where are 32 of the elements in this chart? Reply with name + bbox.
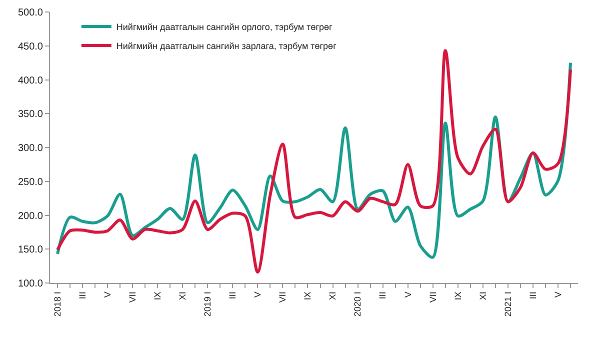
legend-label: Нийгмийн даатгалын сангийн зарлага, тэрбум төгрөг — [116, 41, 338, 52]
x-tick-label: 2019 I — [202, 292, 213, 317]
y-tick-label: 250.0 — [18, 176, 44, 188]
x-tick-label: V — [552, 292, 563, 298]
x-tick-label: III — [378, 292, 388, 300]
x-tick-label: V — [102, 292, 112, 298]
x-tick-label: 2020 I — [352, 292, 363, 317]
legend-label: Нийгмийн даатгалын сангийн орлого, тэрбум төгрөг — [116, 22, 334, 32]
y-tick-label: 350.0 — [18, 109, 44, 120]
x-tick-label: 2018 I — [52, 292, 62, 317]
x-tick-label: VII — [428, 292, 438, 303]
x-tick-label: IX — [452, 292, 463, 300]
x-tick-label: XI — [178, 292, 188, 300]
x-tick-label: XI — [328, 292, 338, 300]
x-tick-label: IX — [152, 292, 163, 300]
y-tick-label: 100.0 — [18, 278, 44, 290]
x-tick-label: III — [528, 292, 538, 300]
y-tick-label: 450.0 — [18, 41, 44, 52]
x-tick-label: V — [402, 292, 413, 298]
x-tick-label: 2021 I — [502, 292, 513, 317]
y-tick-label: 200.0 — [18, 210, 44, 222]
x-tick-label: VII — [278, 292, 288, 303]
y-tick-label: 300.0 — [18, 143, 44, 154]
x-tick-label: XI — [478, 292, 488, 300]
x-tick-label: III — [228, 292, 238, 300]
y-tick-label: 500.0 — [18, 8, 44, 18]
x-tick-label: V — [252, 292, 263, 298]
x-tick-label: III — [77, 292, 88, 300]
y-tick-label: 400.0 — [18, 75, 44, 86]
x-tick-label: IX — [302, 292, 313, 300]
x-tick-label: VII — [128, 292, 138, 303]
y-tick-label: 150.0 — [18, 244, 44, 256]
